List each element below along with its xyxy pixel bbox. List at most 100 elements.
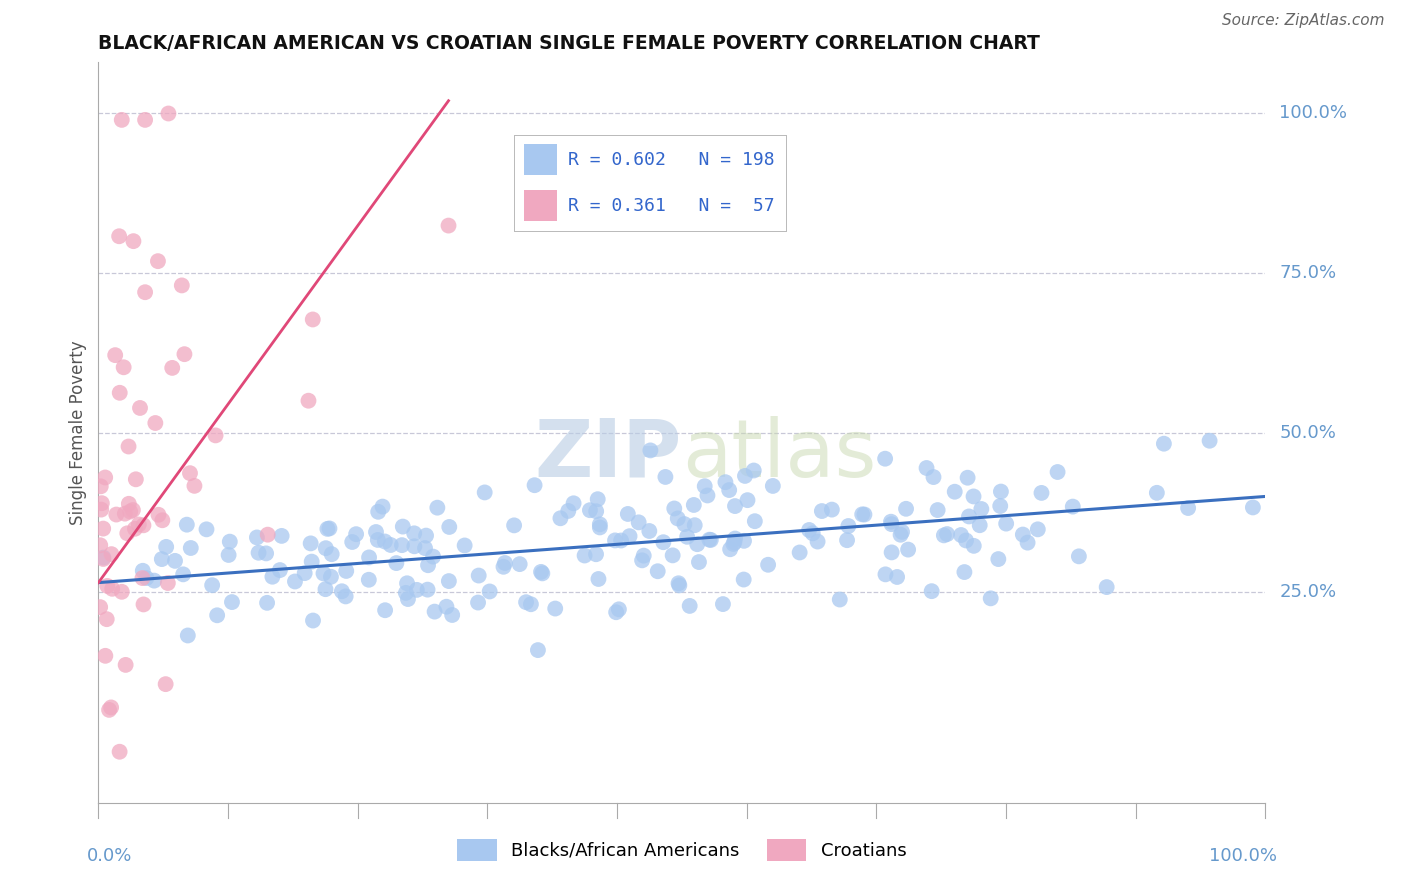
Point bbox=[744, 514, 766, 528]
Point bbox=[679, 599, 702, 613]
Point bbox=[132, 518, 155, 533]
Point bbox=[439, 520, 461, 534]
Text: Source: ZipAtlas.com: Source: ZipAtlas.com bbox=[1222, 13, 1385, 29]
Point bbox=[835, 533, 858, 548]
Point bbox=[98, 703, 121, 717]
Point bbox=[437, 574, 460, 588]
Point bbox=[357, 573, 380, 587]
Point bbox=[218, 534, 240, 549]
Point bbox=[723, 535, 745, 549]
Point bbox=[724, 499, 747, 513]
Point bbox=[733, 533, 755, 548]
Point bbox=[111, 112, 134, 127]
Point bbox=[1146, 485, 1168, 500]
Point bbox=[247, 546, 270, 560]
Point bbox=[131, 571, 153, 585]
Point bbox=[132, 598, 155, 612]
Point bbox=[262, 570, 284, 584]
Point bbox=[170, 278, 193, 293]
Bar bbox=[524, 190, 557, 221]
Point bbox=[544, 601, 567, 615]
Point bbox=[391, 538, 413, 552]
Point bbox=[520, 597, 543, 611]
Point bbox=[1011, 527, 1033, 541]
Point bbox=[631, 553, 654, 567]
Point bbox=[297, 393, 319, 408]
Point bbox=[762, 479, 785, 493]
Point bbox=[380, 538, 402, 552]
Point bbox=[371, 500, 394, 514]
Point bbox=[562, 496, 585, 510]
Point bbox=[156, 576, 179, 591]
Point bbox=[509, 557, 531, 571]
Point bbox=[673, 517, 696, 532]
Point bbox=[441, 607, 464, 622]
Point bbox=[302, 614, 325, 628]
Point bbox=[853, 508, 876, 522]
Point bbox=[988, 499, 1011, 513]
Y-axis label: Single Female Poverty: Single Female Poverty bbox=[69, 341, 87, 524]
Text: 50.0%: 50.0% bbox=[1279, 424, 1336, 442]
Point bbox=[316, 522, 339, 536]
Point bbox=[987, 552, 1010, 566]
Point bbox=[640, 443, 662, 458]
Point bbox=[91, 522, 114, 536]
Point bbox=[806, 534, 828, 549]
Point bbox=[700, 533, 723, 547]
Point bbox=[146, 254, 169, 268]
Point bbox=[436, 599, 458, 614]
Point bbox=[301, 555, 323, 569]
Text: ZIP: ZIP bbox=[534, 416, 682, 494]
Point bbox=[718, 542, 741, 557]
Point bbox=[330, 584, 353, 599]
Point bbox=[1046, 465, 1069, 479]
Point bbox=[586, 492, 609, 507]
Point bbox=[688, 555, 710, 569]
Point bbox=[610, 533, 633, 548]
Point bbox=[875, 451, 897, 466]
Point bbox=[143, 574, 166, 588]
Point bbox=[90, 502, 112, 516]
Point bbox=[114, 507, 136, 521]
Point bbox=[201, 578, 224, 592]
Point bbox=[897, 542, 920, 557]
Point bbox=[733, 573, 755, 587]
Point bbox=[734, 469, 756, 483]
Point bbox=[494, 556, 516, 570]
Point bbox=[579, 503, 602, 517]
Point bbox=[117, 440, 139, 454]
Point bbox=[155, 677, 177, 691]
Point bbox=[589, 520, 612, 534]
Point bbox=[683, 518, 706, 533]
Point bbox=[315, 582, 337, 597]
Point bbox=[117, 526, 139, 541]
Point bbox=[416, 558, 439, 573]
Text: R = 0.602   N = 198: R = 0.602 N = 198 bbox=[568, 151, 775, 169]
Point bbox=[301, 312, 323, 326]
Point bbox=[374, 603, 396, 617]
Point bbox=[195, 522, 218, 536]
Point bbox=[114, 657, 136, 672]
Point bbox=[385, 556, 408, 570]
Point bbox=[527, 643, 550, 657]
Point bbox=[921, 584, 943, 599]
Point bbox=[718, 483, 741, 497]
Point bbox=[367, 533, 389, 547]
Point bbox=[423, 605, 446, 619]
Point bbox=[104, 348, 127, 362]
Point bbox=[173, 347, 195, 361]
Text: R = 0.361   N =  57: R = 0.361 N = 57 bbox=[568, 196, 775, 215]
Point bbox=[523, 478, 546, 492]
Bar bbox=[524, 145, 557, 175]
Point bbox=[312, 566, 335, 581]
Point bbox=[880, 515, 903, 529]
Point bbox=[94, 470, 117, 484]
Point bbox=[246, 531, 269, 545]
Text: atlas: atlas bbox=[682, 416, 876, 494]
Point bbox=[589, 517, 612, 532]
Point bbox=[205, 608, 228, 623]
Point bbox=[957, 509, 980, 524]
Point bbox=[172, 567, 194, 582]
Point bbox=[627, 516, 650, 530]
Point bbox=[661, 549, 683, 563]
